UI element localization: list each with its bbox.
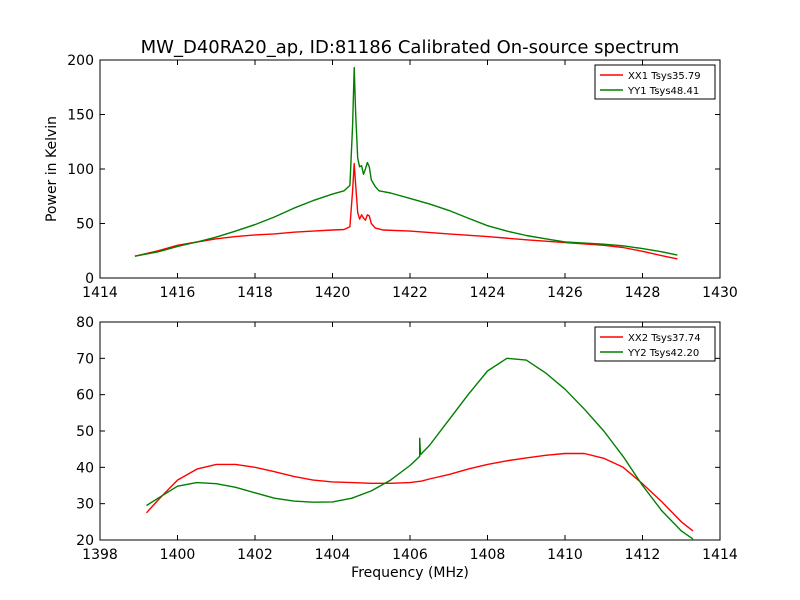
- legend: XX1 Tsys35.79 YY1 Tsys48.41: [594, 64, 716, 100]
- series-line-xx: [145, 452, 694, 532]
- y-tick-label: 20: [76, 533, 94, 549]
- y-tick-label: 100: [67, 162, 94, 178]
- y-tick-label: 200: [67, 53, 94, 69]
- chart-title: MW_D40RA20_ap, ID:81186 Calibrated On-so…: [141, 37, 680, 58]
- legend-box: [594, 326, 716, 362]
- x-tick-label: 1426: [547, 285, 583, 301]
- x-tick-label: 1420: [315, 285, 351, 301]
- x-tick-label: 1430: [702, 285, 738, 301]
- y-tick-label: 60: [76, 388, 94, 404]
- x-tick-label: 1418: [237, 285, 273, 301]
- x-tick-label: 1408: [470, 547, 506, 563]
- legend-label: YY2 Tsys42.20: [627, 348, 699, 359]
- series-line-xx: [134, 162, 678, 260]
- x-tick-label: 1410: [547, 547, 583, 563]
- x-axis-label: Frequency (MHz): [351, 565, 469, 581]
- legend: XX2 Tsys37.74 YY2 Tsys42.20: [594, 326, 716, 362]
- top-spectrum-plot: 1414 1416 1418 1420 1422 1424 1426 1428 1430 0 50 1…: [44, 53, 738, 301]
- x-tick-label: 1400: [160, 547, 196, 563]
- x-tick-label: 1412: [625, 547, 661, 563]
- legend-label: XX1 Tsys35.79: [628, 71, 701, 82]
- x-tick-label: 1404: [315, 547, 351, 563]
- series-line-yy: [146, 357, 694, 540]
- x-tick-label: 1414: [82, 285, 118, 301]
- series-line-yy: [134, 66, 678, 257]
- x-tick-label: 1428: [625, 285, 661, 301]
- y-axis-label: Power in Kelvin: [44, 116, 60, 222]
- x-tick-label: 1406: [392, 547, 428, 563]
- legend-label: YY1 Tsys48.41: [627, 86, 699, 97]
- x-tick-label: 1398: [82, 547, 118, 563]
- y-tick-label: 50: [76, 217, 94, 233]
- y-tick-label: 0: [85, 271, 94, 287]
- y-tick-label: 40: [76, 460, 94, 476]
- bottom-spectrum-plot: 1398 1400 1402 1404 1406 1408 1410 1412 1414 20 30…: [76, 315, 738, 563]
- x-tick-label: 1422: [392, 285, 428, 301]
- x-tick-label: 1424: [470, 285, 506, 301]
- x-tick-label: 1402: [237, 547, 273, 563]
- y-tick-label: 70: [76, 351, 94, 367]
- legend-label: XX2 Tsys37.74: [628, 333, 701, 344]
- x-tick-label: 1414: [702, 547, 738, 563]
- legend-box: [594, 64, 716, 100]
- y-tick-label: 150: [67, 108, 94, 124]
- y-tick-label: 50: [76, 424, 94, 440]
- y-tick-label: 30: [76, 497, 94, 513]
- y-tick-label: 80: [76, 315, 94, 331]
- x-tick-label: 1416: [160, 285, 196, 301]
